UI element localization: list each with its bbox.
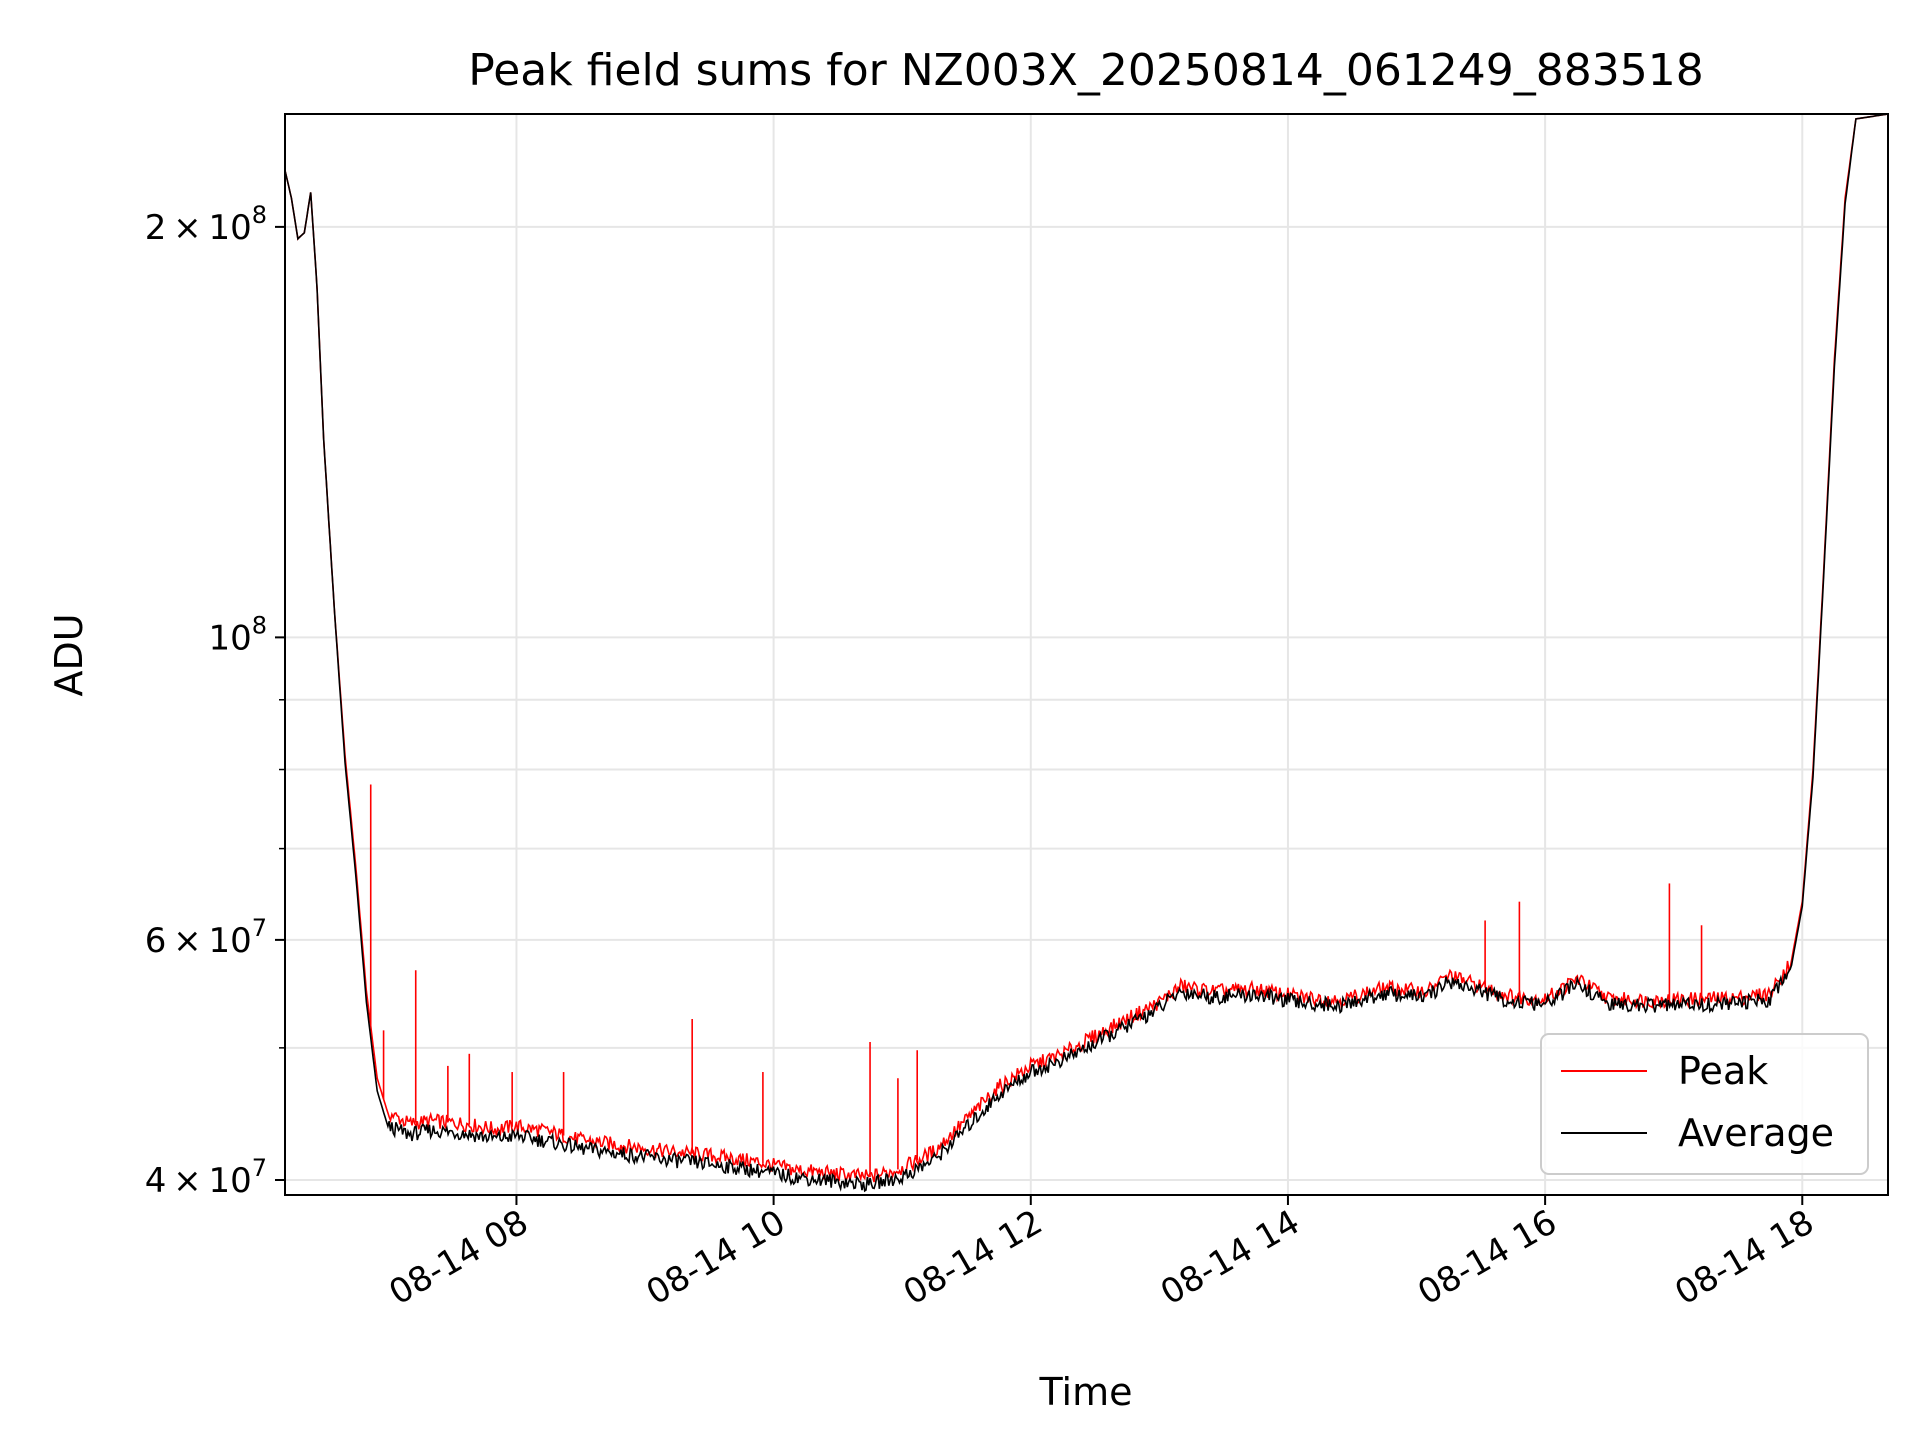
- y-tick-label: 108: [208, 611, 267, 658]
- legend-label-average: Average: [1678, 1111, 1834, 1155]
- y-tick-exponent: 8: [252, 201, 267, 229]
- chart-title: Peak field sums for NZ003X_20250814_0612…: [468, 45, 1704, 96]
- y-tick-label: 4 × 107: [145, 1154, 267, 1201]
- x-tick-label: 08-14 18: [1668, 1202, 1820, 1313]
- y-tick-exponent: 7: [252, 914, 267, 942]
- series-layer: [285, 114, 1888, 1193]
- x-tick-label: 08-14 14: [1154, 1202, 1306, 1313]
- y-tick-base: 2 × 10: [145, 208, 252, 248]
- gridlines: [285, 114, 1888, 1195]
- x-axis: 08-14 08 08-14 10 08-14 12 08-14 14 08-14 16…: [383, 1195, 1821, 1313]
- legend: Peak Average: [1540, 1033, 1869, 1175]
- y-tick-exponent: 7: [252, 1154, 267, 1182]
- x-tick-label: 08-14 12: [897, 1202, 1049, 1313]
- series-line-peak: [285, 114, 1888, 1185]
- series-line-average: [285, 114, 1888, 1193]
- x-tick-label: 08-14 10: [640, 1202, 792, 1313]
- legend-box: [1540, 1033, 1869, 1175]
- x-tick-label: 08-14 16: [1411, 1202, 1563, 1313]
- y-axis-label: ADU: [47, 613, 91, 696]
- x-axis-label: Time: [1039, 1370, 1133, 1414]
- x-tick-label: 08-14 08: [383, 1202, 535, 1313]
- y-tick-base: 4 × 10: [145, 1161, 252, 1201]
- y-tick-label: 6 × 107: [145, 914, 267, 961]
- legend-label-peak: Peak: [1678, 1049, 1768, 1093]
- y-tick-base: 6 × 10: [145, 921, 252, 961]
- y-tick-label: 2 × 108: [145, 201, 267, 248]
- y-tick-base: 10: [208, 618, 251, 658]
- y-tick-exponent: 8: [252, 611, 267, 639]
- plot-frame: [284, 113, 1889, 1196]
